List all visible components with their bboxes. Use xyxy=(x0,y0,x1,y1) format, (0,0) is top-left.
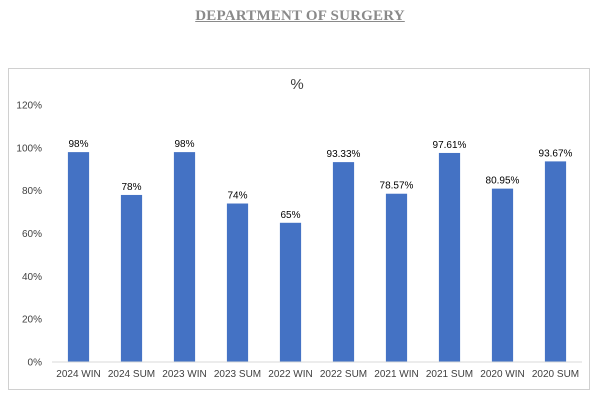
x-tick-label: 2021 WIN xyxy=(374,369,418,380)
bar xyxy=(120,194,143,362)
bar xyxy=(67,152,90,362)
x-tick-label: 2023 SUM xyxy=(214,369,261,380)
data-label: 97.61% xyxy=(433,140,467,151)
y-tick-label: 20% xyxy=(22,315,42,326)
x-axis: 2024 WIN 2024 SUM 2023 WIN 2023 SUM 2022 WIN… xyxy=(52,361,582,380)
y-tick-label: 0% xyxy=(28,358,43,369)
bar xyxy=(385,193,408,362)
data-label: 78% xyxy=(121,182,141,193)
x-tick-label: 2024 SUM xyxy=(108,369,155,380)
data-label: 93.67% xyxy=(539,148,573,159)
y-tick-label: 60% xyxy=(22,229,42,240)
x-tick-label: 2020 WIN xyxy=(480,369,524,380)
data-label: 65% xyxy=(280,210,300,221)
bars: 98% 78% 98% 74% 65% 93.33% 78.57% 97.61% 80.95% 9… xyxy=(67,139,573,362)
y-tick-label: 80% xyxy=(22,186,42,197)
x-tick-label: 2023 WIN xyxy=(162,369,206,380)
page-title: DEPARTMENT OF SURGERY xyxy=(195,8,405,24)
y-tick-label: 40% xyxy=(22,272,42,283)
bar xyxy=(226,203,249,362)
bar xyxy=(544,161,567,362)
data-label: 98% xyxy=(68,139,88,150)
data-label: 74% xyxy=(227,191,247,202)
x-tick-label: 2022 WIN xyxy=(268,369,312,380)
data-label: 93.33% xyxy=(327,149,361,160)
x-tick-label: 2022 SUM xyxy=(320,369,367,380)
bar xyxy=(438,152,461,362)
chart-title: % xyxy=(290,76,303,93)
y-axis: 0% 20% 40% 60% 80% 100% 120% xyxy=(16,101,42,369)
bar xyxy=(332,162,355,362)
data-label: 80.95% xyxy=(486,176,520,187)
x-tick-label: 2024 WIN xyxy=(56,369,100,380)
bar xyxy=(173,152,196,362)
y-tick-label: 100% xyxy=(16,143,42,154)
bar xyxy=(491,188,514,362)
data-label: 98% xyxy=(174,139,194,150)
chart-frame xyxy=(8,68,590,390)
x-tick-label: 2021 SUM xyxy=(426,369,473,380)
data-label: 78.57% xyxy=(380,181,414,192)
x-tick-label: 2020 SUM xyxy=(532,369,579,380)
y-tick-label: 120% xyxy=(16,101,42,112)
bar xyxy=(279,222,302,362)
